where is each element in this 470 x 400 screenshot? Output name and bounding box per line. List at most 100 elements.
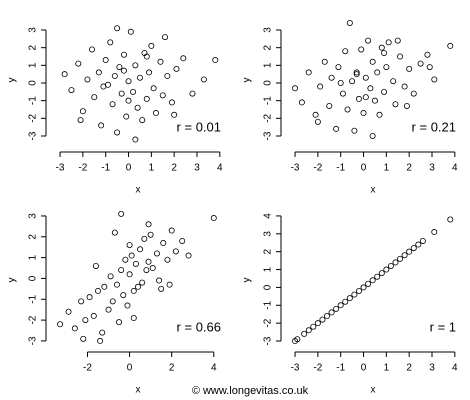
y-tick-label: 2 bbox=[263, 248, 274, 254]
x-tick-label: 3 bbox=[429, 363, 435, 374]
point bbox=[328, 309, 335, 316]
point bbox=[78, 298, 85, 305]
x-tick-label: 2 bbox=[169, 363, 175, 374]
x-tick-label: 1 bbox=[384, 363, 390, 374]
point bbox=[376, 111, 383, 118]
point bbox=[212, 57, 219, 64]
x-tick-label: -3 bbox=[291, 363, 300, 374]
point bbox=[128, 252, 135, 259]
y-tick-label: 4 bbox=[263, 213, 274, 219]
x-axis-label: x bbox=[136, 385, 141, 396]
y-tick-label: 0 bbox=[263, 80, 274, 86]
x-tick-label: 3 bbox=[429, 163, 435, 174]
point bbox=[68, 87, 75, 94]
y-axis-label: y bbox=[7, 278, 18, 283]
point bbox=[150, 85, 157, 92]
point bbox=[134, 283, 141, 290]
point bbox=[353, 71, 360, 78]
point bbox=[137, 246, 144, 253]
point bbox=[417, 60, 424, 67]
point bbox=[148, 42, 155, 49]
point bbox=[431, 76, 438, 83]
point bbox=[312, 111, 319, 118]
point bbox=[179, 237, 186, 244]
point bbox=[95, 287, 102, 294]
x-tick-label: 3 bbox=[194, 163, 200, 174]
point bbox=[324, 313, 331, 320]
point bbox=[392, 259, 399, 266]
point bbox=[310, 323, 317, 330]
x-tick-label: 0 bbox=[127, 363, 133, 374]
point bbox=[360, 284, 367, 291]
point bbox=[344, 106, 351, 113]
point bbox=[102, 57, 109, 64]
point bbox=[374, 69, 381, 76]
point bbox=[305, 327, 312, 334]
y-axis-label: y bbox=[242, 78, 253, 83]
point bbox=[120, 51, 127, 58]
x-tick-label: -1 bbox=[101, 163, 110, 174]
x-tick-label: 0 bbox=[361, 163, 367, 174]
y-axis-label: y bbox=[7, 78, 18, 83]
point bbox=[424, 51, 431, 58]
y-axis-label: y bbox=[242, 278, 253, 283]
y-tick-label: 2 bbox=[28, 44, 39, 50]
point bbox=[107, 273, 114, 280]
point bbox=[200, 76, 207, 83]
point bbox=[125, 97, 132, 104]
point bbox=[333, 125, 340, 132]
x-tick-label: 1 bbox=[149, 163, 155, 174]
point bbox=[130, 315, 137, 322]
point bbox=[152, 110, 159, 117]
y-tick-label: -2 bbox=[28, 113, 39, 122]
y-tick-label: 1 bbox=[263, 62, 274, 68]
x-tick-label: 0 bbox=[361, 363, 367, 374]
y-tick-label: -2 bbox=[263, 113, 274, 122]
point bbox=[89, 46, 96, 53]
point bbox=[358, 46, 365, 53]
point bbox=[321, 58, 328, 65]
y-tick-label: -3 bbox=[263, 336, 274, 345]
point bbox=[114, 129, 121, 136]
point bbox=[101, 283, 108, 290]
point bbox=[397, 53, 404, 60]
point bbox=[392, 101, 399, 108]
x-tick-label: -1 bbox=[336, 363, 345, 374]
point bbox=[75, 60, 82, 67]
y-tick-label: -3 bbox=[263, 131, 274, 140]
point bbox=[346, 19, 353, 26]
point bbox=[335, 64, 342, 71]
point bbox=[319, 316, 326, 323]
point bbox=[116, 64, 123, 71]
point bbox=[355, 287, 362, 294]
point bbox=[381, 88, 388, 95]
y-tick-label: -2 bbox=[28, 315, 39, 324]
point bbox=[369, 132, 376, 139]
y-tick-label: 2 bbox=[28, 234, 39, 240]
point bbox=[127, 28, 134, 35]
point bbox=[97, 337, 104, 344]
point bbox=[91, 94, 98, 101]
point bbox=[406, 248, 413, 255]
point bbox=[132, 62, 139, 69]
point bbox=[419, 237, 426, 244]
point bbox=[362, 74, 369, 81]
point bbox=[351, 127, 358, 134]
point bbox=[328, 74, 335, 81]
x-tick-label: -2 bbox=[78, 163, 87, 174]
point bbox=[90, 312, 97, 319]
point bbox=[120, 292, 127, 299]
point bbox=[314, 320, 321, 327]
point bbox=[61, 71, 68, 78]
point bbox=[125, 78, 132, 85]
point bbox=[132, 260, 139, 267]
point bbox=[71, 325, 78, 332]
x-tick-label: 4 bbox=[452, 163, 458, 174]
panel: -3 -2 -1 0 1 2 3 4 -3 -2 -1 0 1 2 3 x y r = 0.01 bbox=[7, 25, 223, 196]
point bbox=[172, 248, 179, 255]
annotation: r = 0.66 bbox=[177, 319, 221, 334]
y-tick-label: -1 bbox=[28, 96, 39, 105]
point bbox=[371, 97, 378, 104]
point bbox=[431, 229, 438, 236]
